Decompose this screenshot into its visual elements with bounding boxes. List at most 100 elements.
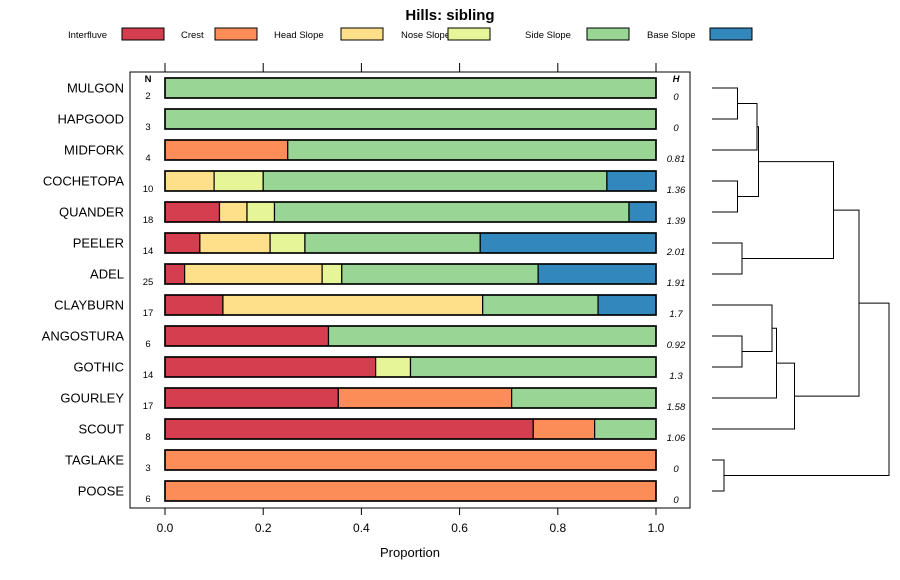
n-value-adel: 25	[143, 277, 154, 288]
bar-outline-poose	[164, 480, 657, 502]
legend-swatch-nose-slope	[447, 27, 491, 41]
row-midfork: MIDFORK 4 0.81	[64, 139, 685, 165]
bar-quander-side-slope	[273, 201, 630, 223]
h-value-gothic: 1.3	[669, 371, 683, 382]
legend-swatch-base-slope	[709, 27, 753, 41]
row-quander: QUANDER 18 1.39	[59, 201, 686, 227]
n-value-peeler: 14	[143, 246, 154, 257]
legend-label-interfluve: Interfluve	[68, 30, 107, 41]
n-header: N	[145, 74, 152, 85]
site-label-quander: QUANDER	[59, 205, 124, 220]
row-clayburn: CLAYBURN 17 1.7	[54, 294, 683, 320]
bar-peeler-side-slope	[304, 232, 481, 254]
bar-adel-side-slope	[341, 263, 539, 285]
legend-label-side-slope: Side Slope	[525, 30, 571, 41]
row-scout: SCOUT 8 1.06	[79, 418, 686, 444]
dendrogram-merge-12	[724, 302, 890, 476]
site-label-midfork: MIDFORK	[64, 143, 124, 158]
row-mulgon: MULGON 2 0	[67, 77, 679, 103]
h-value-peeler: 2.01	[666, 247, 686, 258]
bar-scout-crest	[532, 418, 596, 440]
site-label-poose: POOSE	[78, 484, 125, 499]
x-tick-label-3: 0.6	[451, 521, 468, 535]
legend-swatch-side-slope	[586, 27, 630, 41]
x-axis-title: Proportion	[380, 545, 440, 560]
h-header: H	[673, 74, 681, 85]
bar-cochetopa-head-slope	[164, 170, 215, 192]
n-value-quander: 18	[143, 215, 154, 226]
x-tick-label-5: 1.0	[648, 521, 665, 535]
h-value-hapgood: 0	[673, 123, 679, 134]
h-value-mulgon: 0	[673, 92, 679, 103]
dendrogram-merge-8	[737, 126, 759, 197]
bar-adel-base-slope	[537, 263, 657, 285]
row-peeler: PEELER 14 2.01	[73, 232, 686, 258]
n-value-scout: 8	[145, 432, 150, 443]
site-label-scout: SCOUT	[79, 422, 125, 437]
legend-label-head-slope: Head Slope	[274, 30, 324, 41]
x-tick-label-2: 0.4	[353, 521, 370, 535]
site-label-taglake: TAGLAKE	[65, 453, 124, 468]
legend: Interfluve Crest Head Slope Nose Slope Side …	[68, 27, 753, 41]
bar-clayburn-interfluve	[164, 294, 224, 316]
bar-gourley-side-slope	[511, 387, 657, 409]
n-value-midfork: 4	[145, 153, 150, 164]
legend-label-base-slope: Base Slope	[647, 30, 696, 41]
h-value-clayburn: 1.7	[669, 309, 683, 320]
bar-quander-interfluve	[164, 201, 221, 223]
bar-outline-cochetopa	[164, 170, 657, 192]
row-gourley: GOURLEY 17 1.58	[60, 387, 686, 413]
site-label-cochetopa: COCHETOPA	[43, 174, 124, 189]
bar-cochetopa-nose-slope	[213, 170, 264, 192]
bar-peeler-base-slope	[479, 232, 657, 254]
site-label-gourley: GOURLEY	[60, 391, 124, 406]
row-hapgood: HAPGOOD 3 0	[58, 108, 679, 134]
row-poose: POOSE 6 0	[78, 480, 679, 506]
bar-adel-interfluve	[164, 263, 186, 285]
row-adel: ADEL 25 1.91	[90, 263, 685, 289]
bar-gothic-nose-slope	[375, 356, 412, 378]
bar-adel-head-slope	[184, 263, 323, 285]
bar-quander-base-slope	[628, 201, 657, 223]
legend-label-nose-slope: Nose Slope	[401, 30, 450, 41]
dendrogram-merge-11	[794, 209, 860, 397]
bar-outline-mulgon	[164, 77, 657, 99]
n-value-clayburn: 17	[143, 308, 154, 319]
dendrogram-merge-1	[712, 180, 738, 213]
bar-outline-angostura	[164, 325, 657, 347]
site-label-peeler: PEELER	[73, 236, 124, 251]
x-axis: 0.0 0.2 0.4 0.6 0.8 1.0	[157, 508, 665, 535]
h-value-cochetopa: 1.36	[667, 185, 686, 196]
legend-swatch-head-slope	[340, 27, 384, 41]
bar-taglake-crest	[164, 449, 657, 471]
bar-outline-clayburn	[164, 294, 657, 316]
legend-swatch-crest	[214, 27, 258, 41]
dendrogram-merge-7	[712, 103, 758, 151]
bar-outline-peeler	[164, 232, 657, 254]
bar-cochetopa-base-slope	[606, 170, 657, 192]
site-label-adel: ADEL	[90, 267, 124, 282]
dendrogram-merge-3	[712, 242, 743, 275]
dendrogram-merge-9	[712, 362, 795, 430]
bar-gothic-interfluve	[164, 356, 377, 378]
bar-outline-quander	[164, 201, 657, 223]
bar-outline-adel	[164, 263, 657, 285]
top-axis-ticks	[164, 63, 657, 72]
bar-clayburn-base-slope	[597, 294, 657, 316]
chart-title: Hills: sibling	[405, 7, 494, 24]
bar-clayburn-head-slope	[222, 294, 484, 316]
row-taglake: TAGLAKE 3 0	[65, 449, 679, 475]
n-value-cochetopa: 10	[143, 184, 154, 195]
legend-label-crest: Crest	[181, 30, 204, 41]
site-label-mulgon: MULGON	[67, 81, 124, 96]
bar-scout-side-slope	[594, 418, 657, 440]
site-label-hapgood: HAPGOOD	[58, 112, 124, 127]
row-cochetopa: COCHETOPA 10 1.36	[43, 170, 686, 196]
h-value-poose: 0	[673, 495, 679, 506]
bar-scout-interfluve	[164, 418, 534, 440]
bar-outline-gothic	[164, 356, 657, 378]
dendrogram-merge-4	[712, 335, 743, 368]
bar-midfork-crest	[164, 139, 289, 161]
bar-gothic-side-slope	[409, 356, 657, 378]
